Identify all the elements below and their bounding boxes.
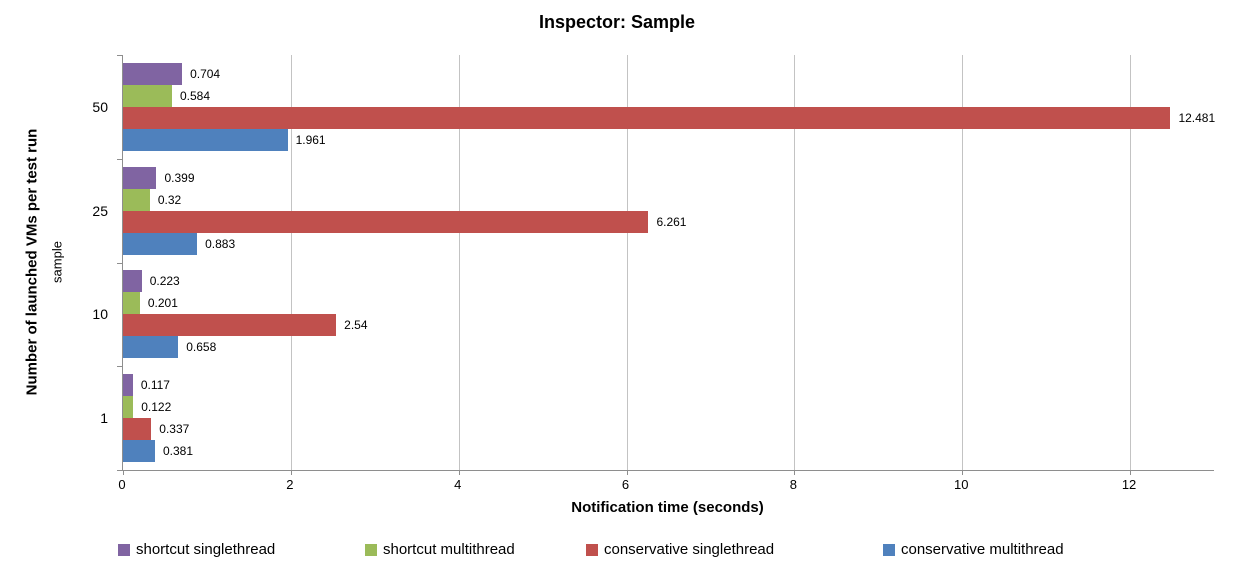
y-axis-tick-mark (117, 470, 122, 471)
x-tick-label-8: 8 (789, 477, 797, 492)
x-axis-tick-mark-4 (458, 470, 460, 475)
bar-value-label-shortcut-multithread-vms-50: 0.584 (180, 88, 211, 103)
bar-conservative-singlethread-vms-50 (123, 106, 1171, 129)
legend-label-shortcut-multithread: shortcut multithread (383, 541, 515, 558)
x-axis-tick-mark-10 (962, 470, 964, 475)
legend-swatch-conservative-singlethread (586, 543, 598, 556)
legend-label-conservative-multithread: conservative multithread (901, 541, 1064, 558)
x-tick-label-2: 2 (286, 477, 294, 492)
bar-value-label-conservative-singlethread-vms-1: 0.337 (159, 422, 190, 437)
legend-swatch-shortcut-singlethread (118, 543, 130, 556)
bar-conservative-multithread-vms-25 (123, 232, 198, 255)
plot-area: 0.704 0.584 12.481 1.961 0.399 0.32 6.261 0.883… (117, 55, 1216, 475)
bar-conservative-singlethread-vms-25 (123, 210, 649, 233)
legend-label-conservative-singlethread: conservative singlethread (604, 541, 775, 558)
x-tick-label-4: 4 (454, 477, 462, 492)
bar-conservative-multithread-vms-1 (123, 440, 155, 463)
bar-value-label-conservative-multithread-vms-1: 0.381 (162, 444, 193, 459)
bar-value-label-conservative-singlethread-vms-50: 12.481 (1178, 110, 1216, 125)
y-tick-label-25: 25 (92, 202, 108, 219)
x-tick-label-0: 0 (118, 477, 126, 492)
bar-value-label-shortcut-multithread-vms-25: 0.32 (157, 192, 182, 207)
gridline-x-12 (1130, 55, 1132, 470)
gridline-x-8 (794, 55, 796, 470)
bar-value-label-shortcut-singlethread-vms-10: 0.223 (149, 274, 180, 289)
gridline-x-4 (458, 55, 460, 470)
bar-conservative-singlethread-vms-1 (123, 418, 152, 441)
bar-shortcut-multithread-vms-1 (123, 396, 134, 419)
bar-shortcut-multithread-vms-25 (123, 188, 150, 211)
x-axis-title: Notification time (seconds) (571, 499, 764, 516)
bar-value-label-shortcut-multithread-vms-10: 0.201 (147, 296, 178, 311)
bar-value-label-conservative-multithread-vms-10: 0.658 (186, 340, 217, 355)
y-tick-label-1: 1 (100, 410, 108, 427)
bar-shortcut-multithread-vms-10 (123, 292, 140, 315)
y-axis-tick-mark (117, 366, 122, 368)
bar-conservative-singlethread-vms-10 (123, 314, 337, 337)
bar-value-label-conservative-singlethread-vms-25: 6.261 (656, 214, 687, 229)
bar-value-label-conservative-multithread-vms-50: 1.961 (295, 132, 326, 147)
y-axis-tick-mark (117, 158, 122, 160)
bar-shortcut-singlethread-vms-10 (123, 270, 142, 293)
y-tick-label-10: 10 (92, 306, 108, 323)
bar-shortcut-singlethread-vms-50 (123, 62, 183, 85)
y-axis-tick-mark (117, 262, 122, 264)
y-tick-label-50: 50 (92, 98, 108, 115)
bar-value-label-shortcut-singlethread-vms-25: 0.399 (164, 170, 195, 185)
bar-shortcut-multithread-vms-50 (123, 84, 172, 107)
y-axis-tick-mark (117, 55, 122, 56)
x-axis-tick-mark-2 (290, 470, 292, 475)
bar-shortcut-singlethread-vms-25 (123, 166, 157, 189)
legend-item-shortcut-singlethread: shortcut singlethread (118, 541, 275, 558)
legend-swatch-shortcut-multithread (365, 543, 377, 556)
x-axis-tick-mark-12 (1130, 470, 1132, 475)
x-axis-tick-labels: 0 2 4 6 8 10 12 (118, 477, 1213, 493)
bar-value-label-shortcut-singlethread-vms-1: 0.117 (140, 378, 170, 393)
bar-conservative-multithread-vms-50 (123, 128, 288, 151)
chart-title: Inspector: Sample (538, 12, 696, 32)
legend-swatch-conservative-multithread (883, 543, 895, 556)
y-axis-category-labels: 50 25 10 1 (0, 0, 108, 577)
gridline-x-6 (626, 55, 628, 470)
bar-value-label-conservative-singlethread-vms-10: 2.54 (344, 318, 368, 333)
x-tick-label-10: 10 (953, 477, 969, 492)
legend-item-conservative-singlethread: conservative singlethread (586, 541, 774, 558)
gridline-x-2 (290, 55, 292, 470)
x-tick-label-12: 12 (1121, 477, 1137, 492)
legend-item-conservative-multithread: conservative multithread (883, 541, 1064, 558)
x-axis-tick-mark-0 (123, 470, 124, 475)
legend-item-shortcut-multithread: shortcut multithread (365, 541, 515, 558)
legend-label-shortcut-singlethread: shortcut singlethread (136, 541, 276, 558)
bar-shortcut-singlethread-vms-1 (123, 374, 133, 397)
x-tick-label-6: 6 (621, 477, 630, 492)
bar-conservative-multithread-vms-10 (123, 336, 179, 359)
bar-value-label-conservative-multithread-vms-25: 0.883 (205, 236, 236, 251)
x-axis-tick-mark-6 (626, 470, 628, 475)
legend: shortcut singlethread shortcut multithrea… (0, 541, 1234, 565)
bar-value-label-shortcut-multithread-vms-1: 0.122 (141, 400, 172, 415)
x-axis-tick-mark-8 (794, 470, 796, 475)
bar-value-label-shortcut-singlethread-vms-50: 0.704 (190, 66, 221, 81)
gridline-x-10 (962, 55, 964, 470)
